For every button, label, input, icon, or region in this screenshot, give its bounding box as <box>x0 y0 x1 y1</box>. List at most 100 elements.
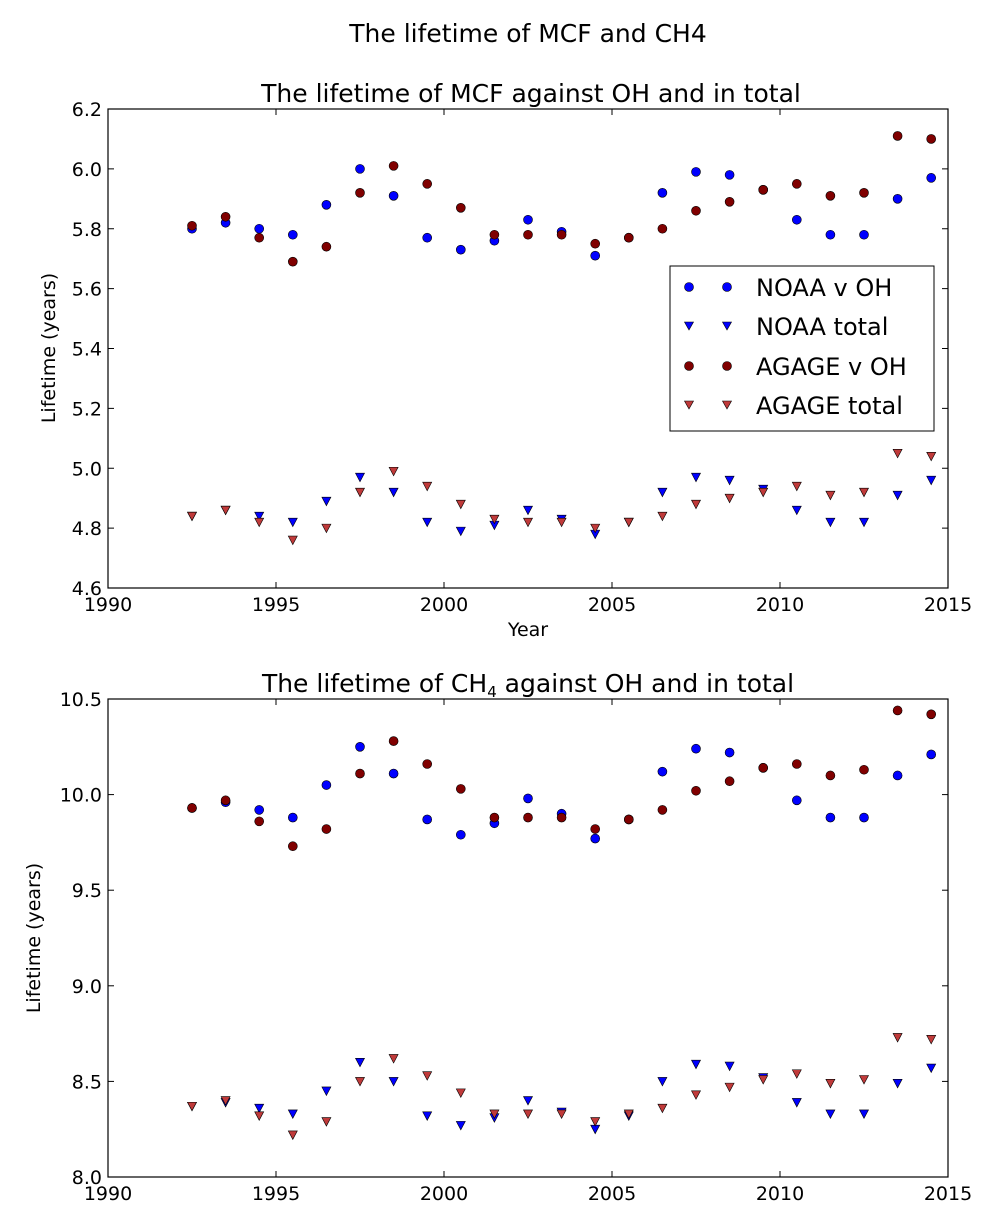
ch4-y-tick-label: 9.0 <box>72 976 102 998</box>
ch4-point-noaa_total <box>523 1096 533 1106</box>
mcf-point-agage_total <box>489 514 500 525</box>
ch4-y-tick-label: 10.0 <box>60 785 102 807</box>
mcf-y-axis-label: Lifetime (years) <box>38 273 60 423</box>
ch4-point-agage_oh <box>758 763 769 773</box>
mcf-x-tick-label: 2015 <box>924 594 972 616</box>
mcf-point-agage_total <box>422 481 433 492</box>
mcf-point-noaa_oh <box>791 214 802 225</box>
mcf-plot-area: 1990 1995 2000 2005 2010 2015 4.6 4.8 5.0 5.2 5.4 5… <box>72 99 972 616</box>
ch4-point-agage_total <box>355 1077 365 1087</box>
ch4-x-tick-label: 2000 <box>420 1183 468 1205</box>
mcf-point-noaa_oh <box>523 214 533 225</box>
ch4-y-tick-label: 8.5 <box>72 1071 102 1093</box>
ch4-point-agage_oh <box>254 816 265 827</box>
mcf-point-agage_total <box>254 517 265 528</box>
ch4-point-agage_total <box>825 1079 836 1089</box>
mcf-point-noaa_total <box>254 511 265 522</box>
ch4-point-noaa_oh <box>254 805 265 815</box>
mcf-point-agage_total <box>287 535 298 546</box>
ch4-point-agage_oh <box>220 795 231 806</box>
ch4-point-agage_total <box>556 1109 567 1120</box>
ch4-x-tick-label: 2005 <box>588 1183 636 1205</box>
ch4-point-agage_oh <box>187 803 197 813</box>
mcf-point-agage_oh <box>321 241 332 252</box>
ch4-x-tick-label: 2015 <box>924 1183 972 1205</box>
ch4-point-noaa_oh <box>455 829 466 840</box>
ch4-point-noaa_oh <box>657 766 668 777</box>
ch4-point-noaa_oh <box>321 780 332 790</box>
ch4-point-agage_oh <box>892 705 903 716</box>
mcf-point-noaa_oh <box>254 223 265 234</box>
mcf-point-agage_total <box>388 466 399 477</box>
mcf-point-agage_oh <box>355 188 365 198</box>
ch4-point-noaa_total <box>892 1079 903 1089</box>
legend-entry-noaa-total: NOAA total <box>683 313 888 341</box>
mcf-point-agage_total <box>590 523 601 534</box>
mcf-y-tick-label: 6.0 <box>72 159 102 181</box>
ch4-point-noaa_oh <box>422 814 433 825</box>
ch4-point-noaa_oh <box>523 793 533 804</box>
legend-marker-noaa-total <box>721 321 733 331</box>
ch4-point-agage_oh <box>422 759 433 769</box>
ch4-point-noaa_oh <box>825 812 836 823</box>
legend-marker-noaa-total <box>683 321 695 331</box>
mcf-point-agage_total <box>187 511 197 522</box>
ch4-point-agage_total <box>489 1109 500 1120</box>
ch4-point-agage_oh <box>691 785 701 796</box>
mcf-point-noaa_total <box>926 475 937 486</box>
legend-marker-agage-oh <box>684 361 694 371</box>
mcf-point-agage_total <box>455 499 466 510</box>
legend-marker-agage-total <box>683 400 695 410</box>
ch4-point-agage_total <box>388 1054 399 1064</box>
mcf-point-agage_total <box>657 511 668 522</box>
legend-entry-agage-total: AGAGE total <box>683 392 903 420</box>
mcf-point-noaa_total <box>455 526 466 537</box>
mcf-series-noaa_total <box>187 472 937 540</box>
ch4-point-noaa_total <box>859 1109 869 1120</box>
mcf-point-noaa_total <box>724 475 735 486</box>
ch4-point-noaa_oh <box>355 741 365 752</box>
ch4-point-noaa_total <box>926 1063 937 1074</box>
ch4-point-agage_total <box>254 1111 265 1121</box>
mcf-point-agage_total <box>724 493 735 504</box>
mcf-point-noaa_oh <box>859 229 869 240</box>
ch4-point-agage_total <box>455 1088 466 1099</box>
mcf-x-tick-label: 2000 <box>420 594 468 616</box>
mcf-point-agage_oh <box>691 205 701 216</box>
mcf-point-agage_oh <box>388 161 399 171</box>
mcf-y-tick-label: 5.0 <box>72 458 102 480</box>
ch4-point-agage_total <box>220 1096 231 1106</box>
ch4-y-tick-label: 9.5 <box>72 880 102 902</box>
ch4-point-noaa_total <box>422 1111 433 1121</box>
mcf-point-noaa_oh <box>287 229 298 240</box>
ch4-point-noaa_oh <box>724 747 735 758</box>
mcf-point-noaa_oh <box>657 188 668 198</box>
mcf-x-tick-label: 1995 <box>252 594 300 616</box>
ch4-point-agage_total <box>657 1103 668 1114</box>
mcf-point-noaa_total <box>388 487 399 498</box>
mcf-y-tick-label: 5.6 <box>72 279 102 301</box>
mcf-point-agage_total <box>758 487 769 498</box>
mcf-point-agage_oh <box>422 179 433 189</box>
mcf-axes-frame <box>107 108 949 589</box>
ch4-point-agage_oh <box>489 812 500 823</box>
ch4-point-agage_total <box>892 1033 903 1043</box>
mcf-point-agage_total <box>825 490 836 501</box>
ch4-plot-area: 1990 1995 2000 2005 2010 2015 8.0 8.5 9.0 9.5 10.0… <box>60 689 972 1205</box>
mcf-panel: 1990 1995 2000 2005 2010 2015 4.6 4.8 5.0 5.2 5.4 5… <box>38 79 972 641</box>
ch4-point-noaa_total <box>724 1061 735 1072</box>
ch4-point-noaa_oh <box>859 812 869 823</box>
ch4-point-noaa_total <box>321 1086 332 1097</box>
ch4-point-agage_oh <box>859 764 869 775</box>
figure-suptitle: The lifetime of MCF and CH4 <box>348 19 706 48</box>
mcf-point-noaa_oh <box>691 167 701 177</box>
ch4-point-noaa_oh <box>791 795 802 806</box>
mcf-panel-title: The lifetime of MCF against OH and in to… <box>260 79 801 108</box>
mcf-y-tick-label: 6.2 <box>72 99 102 121</box>
ch4-point-agage_total <box>691 1090 701 1100</box>
mcf-point-noaa_oh <box>825 229 836 240</box>
mcf-y-tick-label: 5.4 <box>72 339 102 361</box>
legend-label-agage-total: AGAGE total <box>756 392 903 420</box>
ch4-point-noaa_oh <box>590 833 601 844</box>
